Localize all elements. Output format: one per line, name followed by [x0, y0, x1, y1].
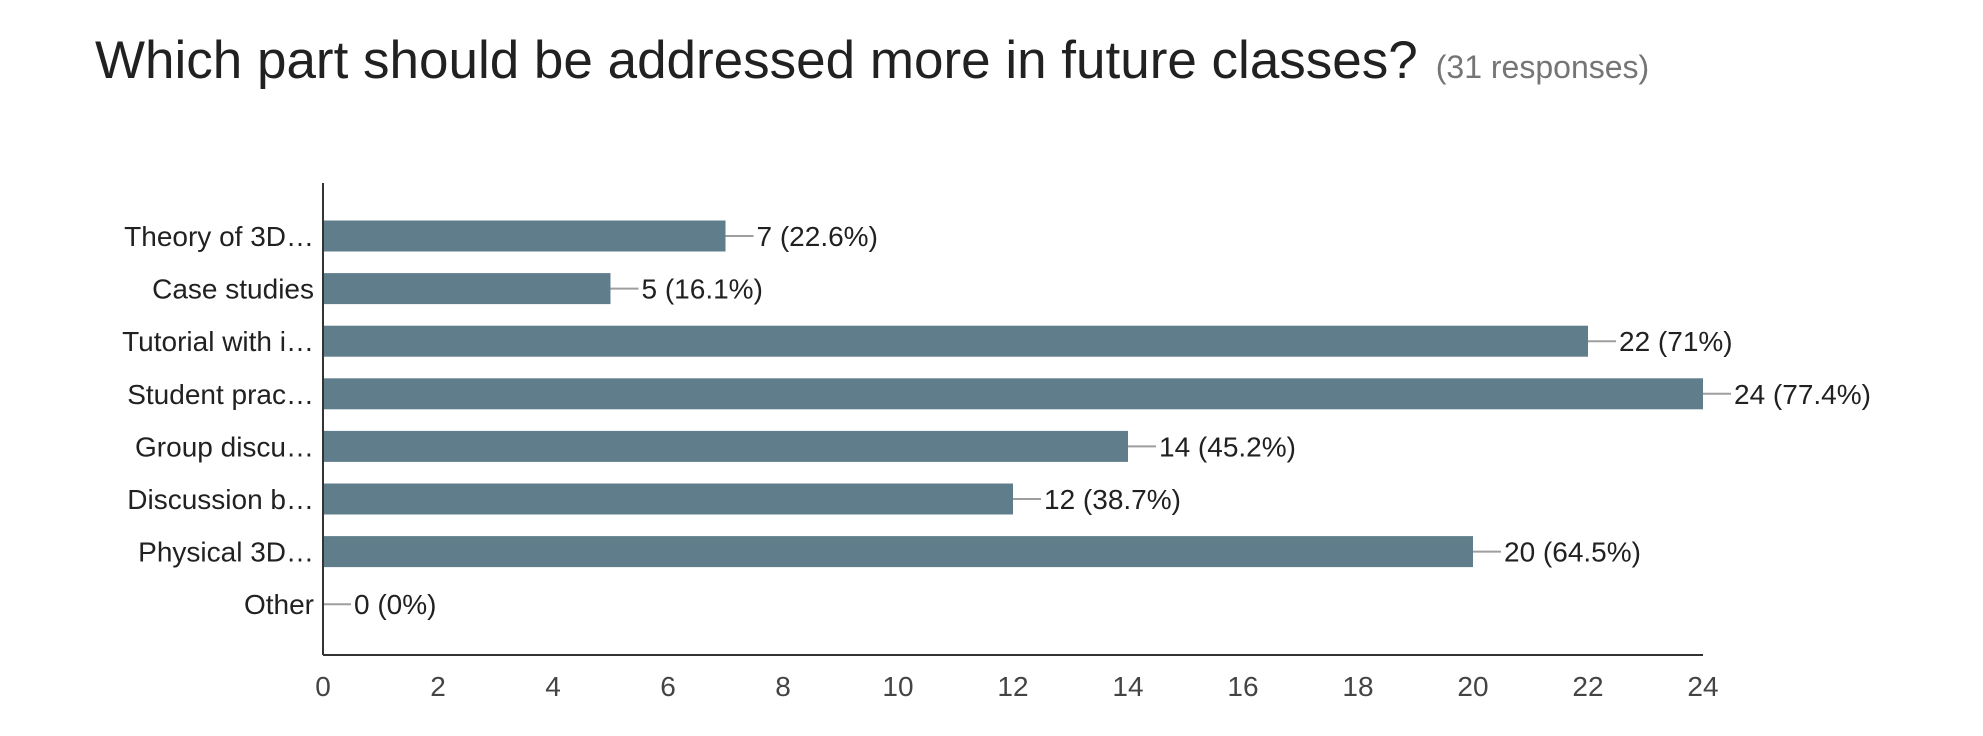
category-label: Tutorial with i…: [122, 326, 314, 357]
category-label: Other: [244, 589, 314, 620]
x-tick-label: 22: [1572, 671, 1603, 702]
data-label: 24 (77.4%): [1734, 379, 1871, 410]
bar: [323, 430, 1128, 462]
category-label: Discussion b…: [127, 484, 314, 515]
category-label: Theory of 3D…: [124, 221, 314, 252]
data-label: 7 (22.6%): [757, 221, 878, 252]
bar: [323, 273, 611, 305]
category-label: Student prac…: [127, 379, 314, 410]
bar: [323, 536, 1473, 568]
x-tick-label: 6: [660, 671, 676, 702]
bar: [323, 483, 1013, 515]
data-label: 5 (16.1%): [642, 274, 763, 305]
data-label: 12 (38.7%): [1044, 484, 1181, 515]
data-label: 0 (0%): [354, 589, 436, 620]
x-tick-label: 2: [430, 671, 446, 702]
category-label: Case studies: [152, 274, 314, 305]
data-label: 14 (45.2%): [1159, 431, 1296, 462]
category-label: Physical 3D…: [138, 537, 314, 568]
x-tick-label: 16: [1227, 671, 1258, 702]
x-tick-label: 12: [997, 671, 1028, 702]
bar: [323, 220, 726, 252]
x-tick-label: 24: [1687, 671, 1718, 702]
x-tick-label: 20: [1457, 671, 1488, 702]
bar: [323, 325, 1588, 357]
x-tick-label: 14: [1112, 671, 1143, 702]
x-tick-label: 10: [882, 671, 913, 702]
bar: [323, 378, 1703, 410]
x-tick-label: 4: [545, 671, 561, 702]
category-label: Group discu…: [135, 431, 314, 462]
chart-title: Which part should be addressed more in f…: [95, 31, 1418, 90]
data-label: 20 (64.5%): [1504, 537, 1641, 568]
x-tick-label: 8: [775, 671, 791, 702]
x-tick-label: 18: [1342, 671, 1373, 702]
response-count: (31 responses): [1435, 49, 1650, 85]
chart-header: Which part should be addressed more in f…: [95, 30, 1649, 91]
x-tick-label: 0: [315, 671, 331, 702]
data-label: 22 (71%): [1619, 326, 1733, 357]
